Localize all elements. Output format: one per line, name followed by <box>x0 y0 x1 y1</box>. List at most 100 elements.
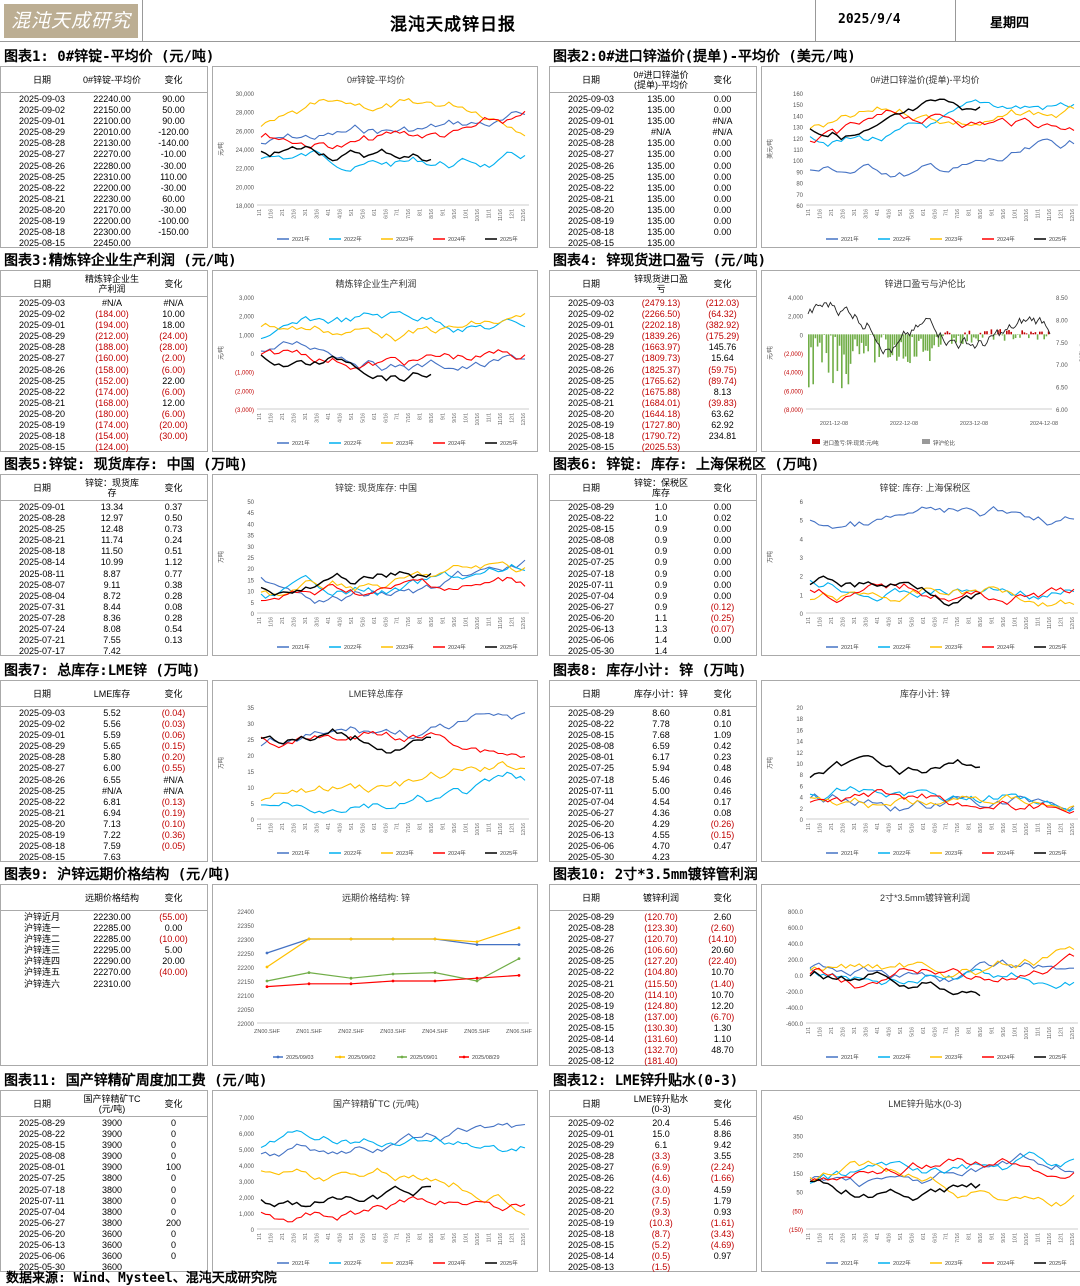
column-header: 远期价格结构 <box>84 893 139 903</box>
legend-label: 2021年 <box>292 849 310 857</box>
legend-label: 2022年 <box>344 849 362 857</box>
table-row: 2025-06-27 4.36 0.08 <box>550 808 756 819</box>
table-cell: (0.15) <box>710 830 735 841</box>
pnl-bar <box>874 334 876 363</box>
series-line-2025年 <box>260 145 432 162</box>
table-cell: 22285.00 <box>93 934 131 945</box>
y-tick-label: 3,000 <box>239 296 255 302</box>
table-cell: 0.00 <box>713 216 732 227</box>
series-line-2021年 <box>809 505 1075 529</box>
table-cell: 2025-08-28 <box>18 513 66 524</box>
table-cell: 2025-08-25 <box>18 785 66 796</box>
x-tick-label: 2/1 <box>829 617 835 624</box>
pnl-bar <box>849 334 852 364</box>
table-cell: (2025.53) <box>641 442 681 453</box>
table-cell: 0 <box>170 1140 176 1151</box>
table-cell: 0.37 <box>164 502 183 512</box>
table-cell: (1809.73) <box>641 353 681 364</box>
table-cell: 22100.00 <box>93 116 131 127</box>
table-cell: 2025-08-18 <box>18 431 66 442</box>
pnl-bar <box>1014 334 1017 339</box>
table-cell: 60.00 <box>162 193 185 204</box>
table-cell: 4.36 <box>652 807 670 818</box>
table-cell: 6.1 <box>654 1140 668 1151</box>
x-tick-label: 9/16 <box>452 1233 458 1243</box>
pnl-bar <box>970 334 973 343</box>
table-row: 2025-08-15 3900 0 <box>1 1140 207 1151</box>
table-cell: 8.36 <box>103 612 121 623</box>
table-row: 2025-08-28 5.80 (0.20) <box>1 752 207 763</box>
x-tick-label: 10/16 <box>475 823 481 836</box>
x-tick-label: 1/16 <box>817 1233 823 1243</box>
y-tick-label: 2,000 <box>239 315 255 321</box>
table-cell: 2025-08-19 <box>567 216 615 227</box>
y-tick-label: 2 <box>800 575 804 581</box>
pnl-bar <box>854 334 856 340</box>
x-tick-label: 12/1 <box>510 413 516 423</box>
table-cell: 8.87 <box>103 568 121 579</box>
table-cell: 2025-08-25 <box>567 171 615 182</box>
table-cell: 0.9 <box>654 535 668 546</box>
pnl-bar <box>1023 332 1026 335</box>
x-tick-label: 2023-12-08 <box>960 421 988 427</box>
y-tick-label: 70 <box>796 193 803 199</box>
table-cell: 6.81 <box>103 796 121 807</box>
table-cell: 2025-08-22 <box>567 967 615 978</box>
series-line-2021年 <box>809 959 1074 983</box>
table-row: 2025-08-18 11.50 0.51 <box>1 546 207 557</box>
table-cell: 5.00 <box>652 785 670 796</box>
table-cell: 135.00 <box>647 204 675 215</box>
y-tick-label: 600.0 <box>788 926 804 932</box>
table-cell: 2025-08-25 <box>18 171 66 182</box>
pnl-bar <box>808 334 810 388</box>
table-cell: 0.00 <box>713 524 732 535</box>
table-cell: 135.00 <box>647 227 675 238</box>
x-tick-label: 6/16 <box>383 823 389 833</box>
chart-title: 远期价格结构: 锌 <box>342 892 410 903</box>
x-tick-label: 11/1 <box>1036 1027 1042 1037</box>
x-tick-label: 8/16 <box>978 1027 984 1037</box>
line-chart: 精炼锌企业生产利润 3,000 2,000 1,000 0 (1,000) (2,000) (… <box>212 270 538 452</box>
pnl-bar <box>858 334 861 355</box>
series-line-2021年 <box>260 712 526 747</box>
x-tick-label: 1/16 <box>268 823 274 833</box>
table-cell: 0.02 <box>713 513 732 524</box>
y-tick-label: 450 <box>793 1116 804 1122</box>
table-cell: 0.08 <box>713 807 732 818</box>
x-tick-label: 12/16 <box>521 413 527 426</box>
table-cell: 2025-08-19 <box>18 420 66 431</box>
table-cell: (1.66) <box>710 1173 735 1184</box>
table-row: 2025-08-20 (1644.18) 63.62 <box>550 409 756 420</box>
table-header: 日期 锌现货进口盈亏 变化 <box>550 271 756 297</box>
pnl-bar <box>986 331 988 335</box>
table-cell: 3800 <box>101 1184 123 1195</box>
table-cell: 3800 <box>101 1195 123 1206</box>
table-cell: 0.00 <box>713 138 732 149</box>
x-tick-label: 8/16 <box>978 209 984 219</box>
y-tick-label: 0 <box>251 1228 255 1234</box>
table-cell: 9.11 <box>103 579 121 590</box>
line-chart: 0#进口锌溢价(提单)-平均价 160 150 140 130 120 110 100 90 80… <box>761 66 1080 248</box>
legend-label: 2022年 <box>344 235 362 243</box>
chart-title: LME锌总库存 <box>349 688 404 699</box>
table-row: 2025-08-15 135.00 <box>550 238 756 249</box>
x-tick-label: 7/16 <box>955 1027 961 1037</box>
table-row: 2025-08-21 (168.00) 12.00 <box>1 398 207 409</box>
table-cell: 22200.00 <box>93 216 131 227</box>
x-tick-label: 12/1 <box>1059 209 1065 219</box>
table-cell: 2025-08-28 <box>567 923 615 934</box>
table-cell: 11.50 <box>101 546 123 557</box>
pnl-bar <box>893 334 896 345</box>
series-line-2022年 <box>809 786 1075 812</box>
table-cell: 2025-08-13 <box>567 1045 615 1056</box>
table-row: 2025-08-29 (1839.26) (175.29) <box>550 331 756 342</box>
y-tick-label: 60 <box>796 204 803 210</box>
pnl-bar <box>922 334 924 352</box>
series-line-2023年 <box>260 1167 526 1216</box>
x-tick-label: 6/1 <box>921 1233 927 1240</box>
table-cell: (1.5) <box>651 1262 671 1273</box>
column-header: 变化 <box>713 1099 732 1109</box>
pnl-bar <box>918 334 920 341</box>
table-cell: 0.9 <box>654 590 668 601</box>
legend-label: 2023年 <box>945 849 963 857</box>
